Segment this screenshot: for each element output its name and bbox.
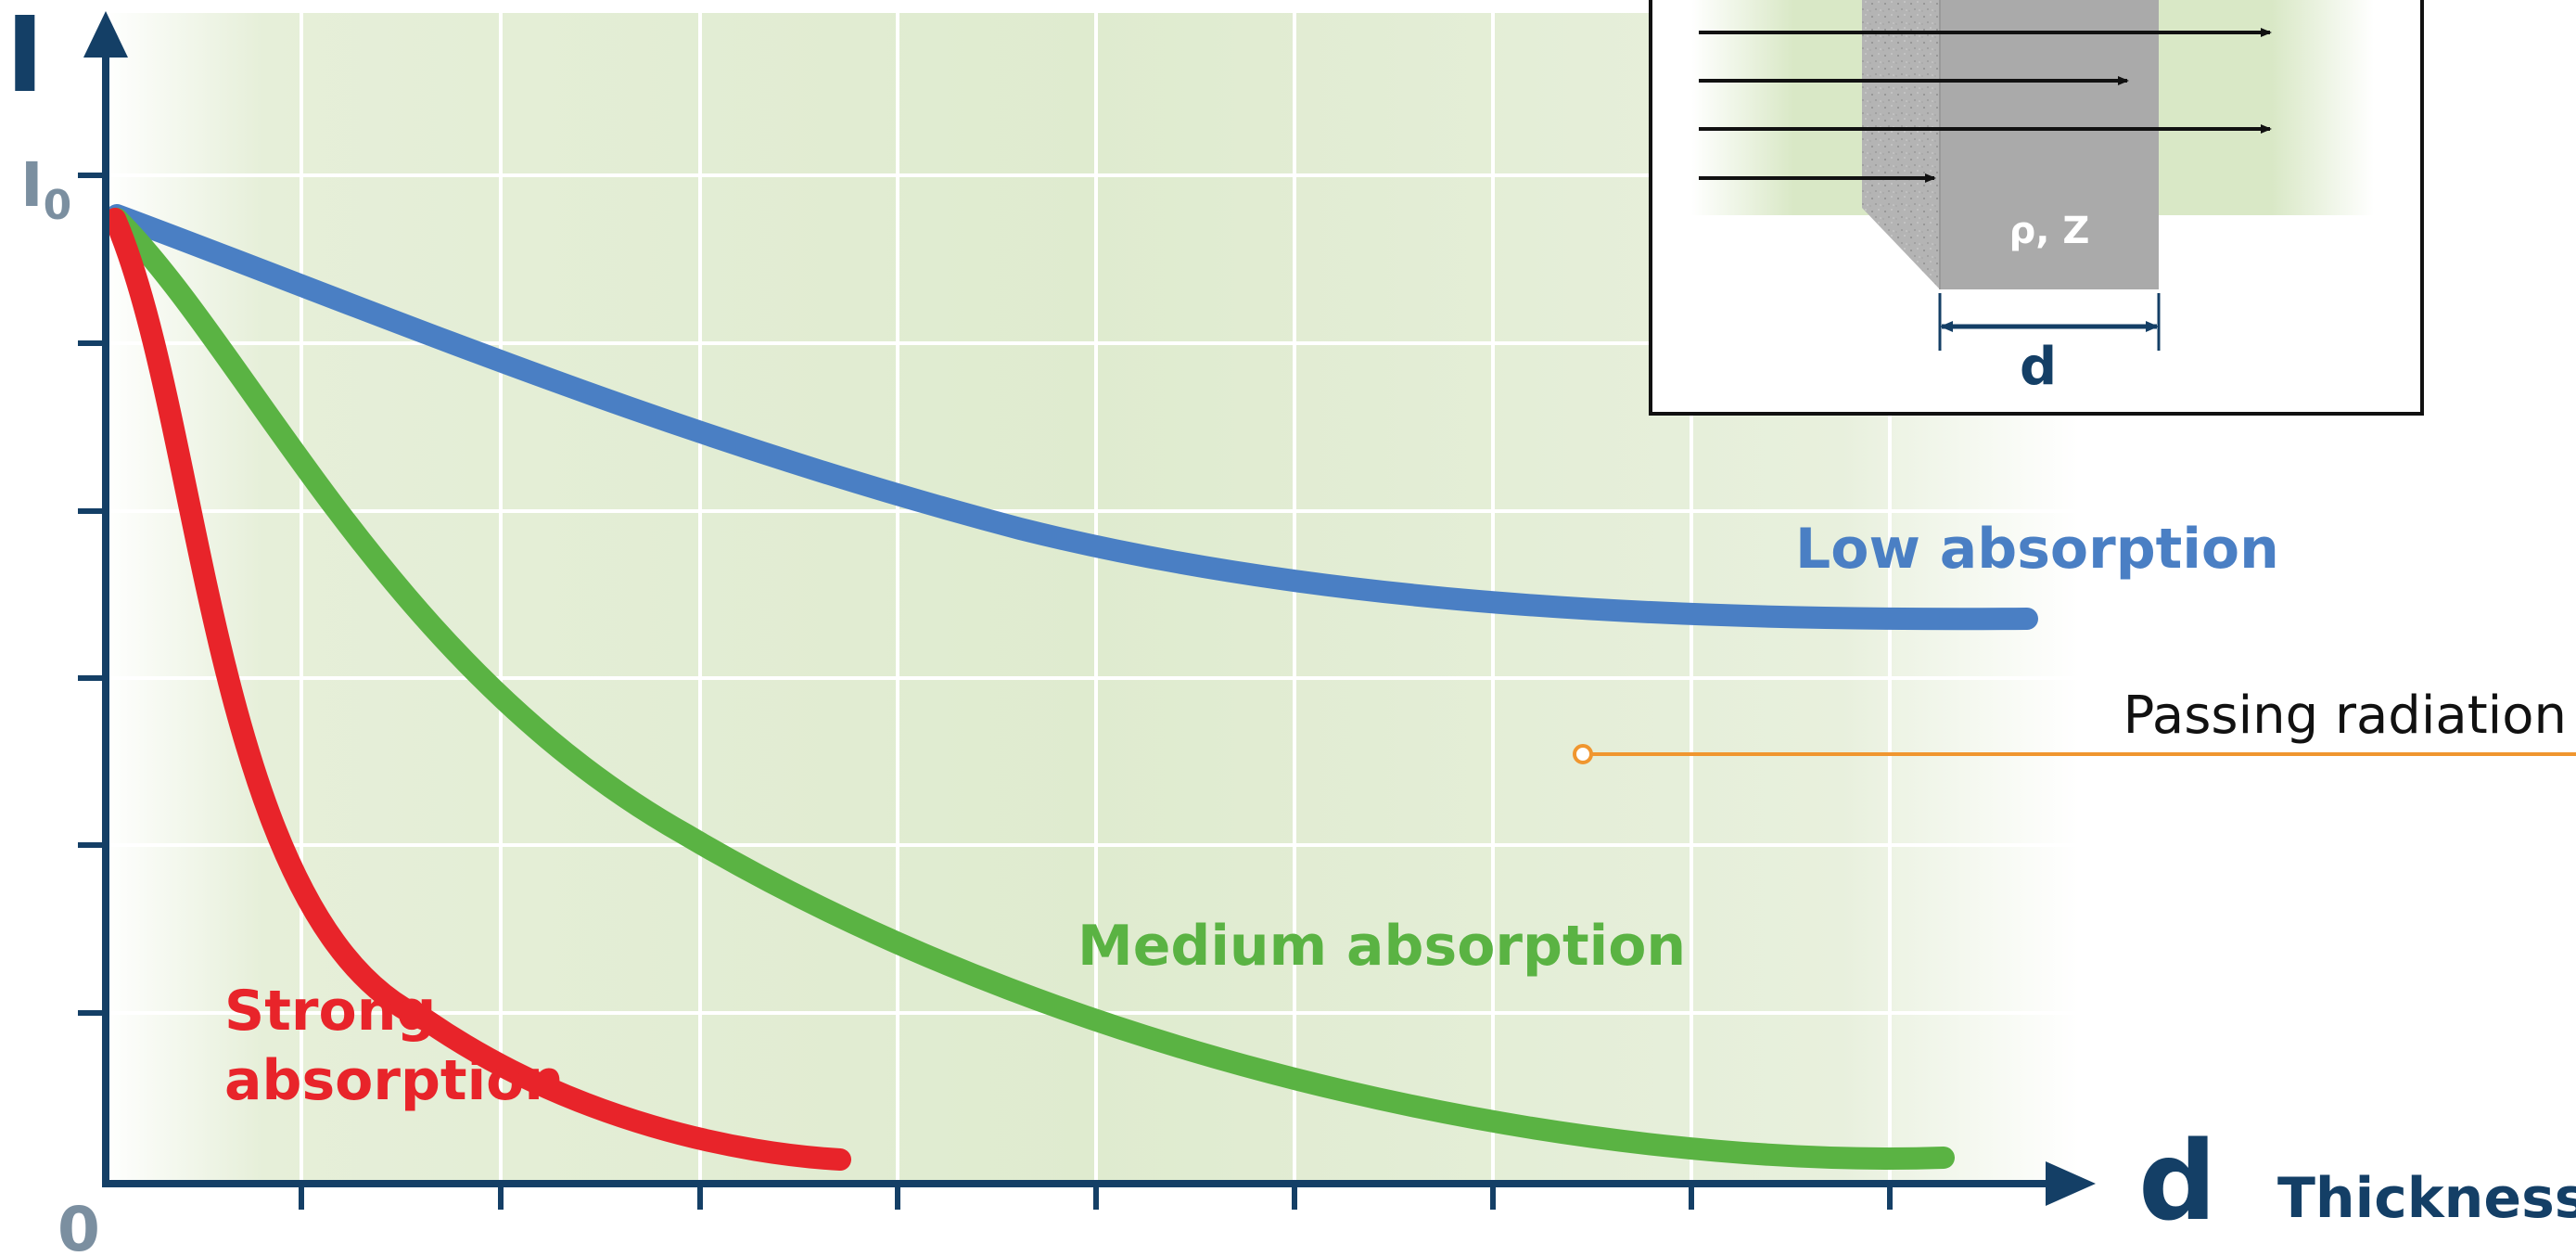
i0-label: I0: [20, 149, 71, 229]
slab-side: [1862, 0, 1940, 289]
i0-main: I: [20, 149, 44, 221]
low-absorption-label: Low absorption: [1795, 517, 2279, 582]
curve-label-line-1: Medium absorption: [1078, 914, 1686, 979]
strong-absorption-label: Strong absorption: [224, 979, 564, 1113]
axes: [78, 11, 2096, 1210]
x-axis-symbol: d: [2138, 1117, 2216, 1245]
callout-text: Passing radiation: [2123, 686, 2567, 746]
low-absorption-curve: [106, 204, 2038, 631]
y-axis-arrowhead: [83, 11, 128, 58]
inset-panel: ρ, Z d: [1649, 0, 2424, 416]
i0-subscript: 0: [44, 182, 72, 229]
thickness-label: d: [2020, 337, 2057, 397]
origin-label: 0: [57, 1194, 100, 1256]
x-axis-name: Thickness: [2277, 1166, 2576, 1231]
callout-marker: [1573, 744, 1593, 764]
medium-absorption-curve: [106, 208, 1955, 1170]
strong-absorption-curve: [104, 208, 851, 1171]
material-label: ρ, Z: [2009, 210, 2090, 252]
curve-label-line-2: absorption: [224, 1048, 564, 1113]
slab-front: [1940, 0, 2159, 289]
curve-label-line-1: Low absorption: [1795, 517, 2279, 582]
medium-absorption-label: Medium absorption: [1078, 914, 1686, 979]
x-axis-arrowhead: [2046, 1161, 2096, 1206]
curve-label-line-1: Strong: [224, 979, 436, 1044]
axis-ticks: [78, 173, 1893, 1210]
y-axis-symbol: I: [6, 0, 45, 116]
